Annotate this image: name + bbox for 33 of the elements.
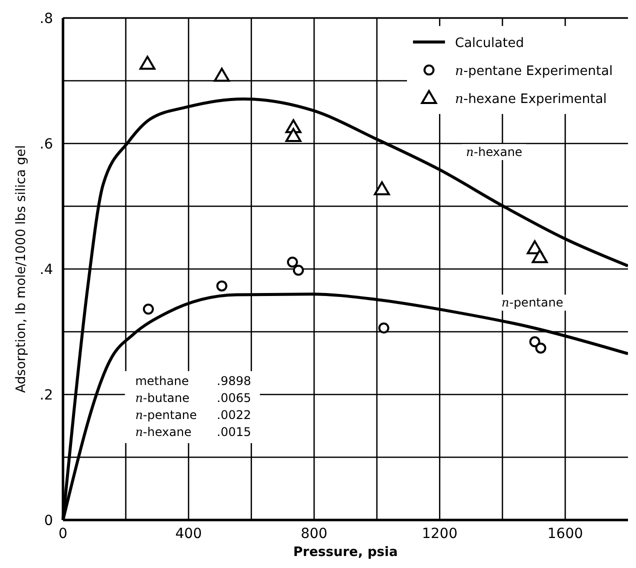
point [286,256,298,268]
x-tick-label: 1200 [422,526,458,542]
point [535,342,546,354]
text: n-butane .0065 [135,391,252,406]
legend-label: n-hexane Experimental [455,92,607,107]
text: n-pentane .0022 [135,408,252,422]
y-tick-label: .6 [40,136,54,152]
point [378,322,390,334]
point [214,68,230,82]
x-axis-title: Pressure, psia [293,545,398,560]
text: n-hexane .0015 [135,425,252,440]
point [285,128,302,142]
y-tick-label: .2 [40,388,53,404]
x-tick-label: 1600 [547,526,584,542]
point [529,336,540,348]
annotation: n-hexane [466,145,522,160]
annotation: n-pentane [502,296,564,310]
y-tick-label: .8 [40,11,53,27]
x-tick-label: 0 [58,526,68,542]
point [292,264,304,276]
y-axis-title: Adsorption, lb mole/1000 lbs silica gel [14,145,29,393]
point [532,249,548,264]
x-tick-label: 400 [175,526,202,542]
y-tick-label: 0 [44,513,53,529]
x-tick-label: 800 [300,526,328,542]
text: methane .9898 [135,374,252,388]
point [139,56,156,70]
legend-label: n-pentane Experimental [455,64,613,79]
point [374,181,390,196]
y-tick-label: .4 [40,262,54,278]
legend-label: Calculated [455,36,524,51]
point [216,280,228,292]
point [142,304,154,315]
